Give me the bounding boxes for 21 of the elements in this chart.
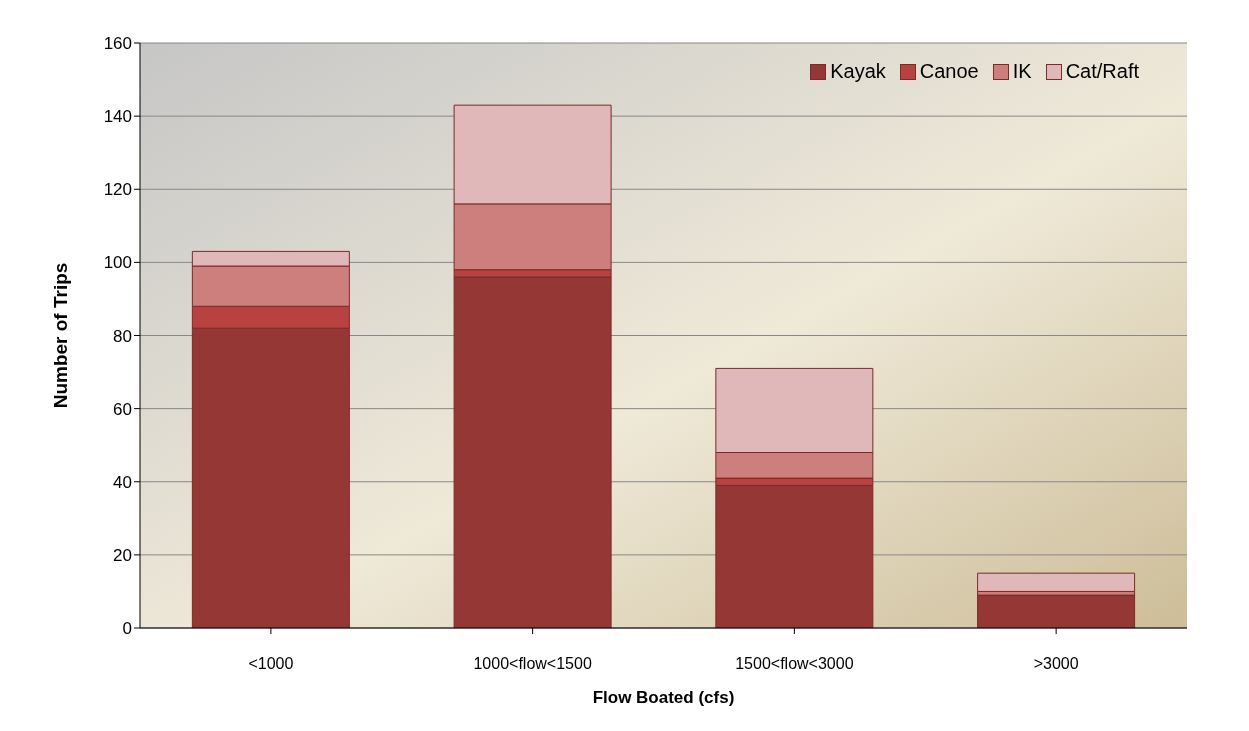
y-tick-label: 0	[122, 619, 132, 639]
x-tick-label: 1500<flow<3000	[735, 655, 854, 673]
legend-label: Kayak	[829, 60, 886, 83]
x-tick-label: <1000	[248, 655, 294, 673]
legend-label: IK	[1011, 60, 1032, 83]
y-axis-title: Number of Trips	[49, 262, 71, 409]
y-tick-label: 20	[113, 545, 132, 565]
y-tick-label: 160	[103, 34, 132, 54]
bar	[977, 572, 1136, 592]
y-tick-label: 60	[113, 399, 132, 419]
x-axis-title: Flow Boated (cfs)	[592, 688, 735, 707]
x-tick-label: >3000	[1033, 655, 1079, 673]
bar	[977, 594, 1136, 628]
legend-label: Cat/Raft	[1064, 60, 1139, 83]
legend-label: Canoe	[918, 60, 979, 83]
y-tick-label: 140	[103, 107, 132, 127]
y-tick-label: 80	[113, 326, 132, 346]
y-tick-label: 120	[103, 180, 132, 200]
y-tick-label: 40	[113, 472, 132, 492]
x-tick-label: 1000<flow<1500	[473, 655, 592, 673]
y-tick-label: 100	[103, 253, 132, 273]
